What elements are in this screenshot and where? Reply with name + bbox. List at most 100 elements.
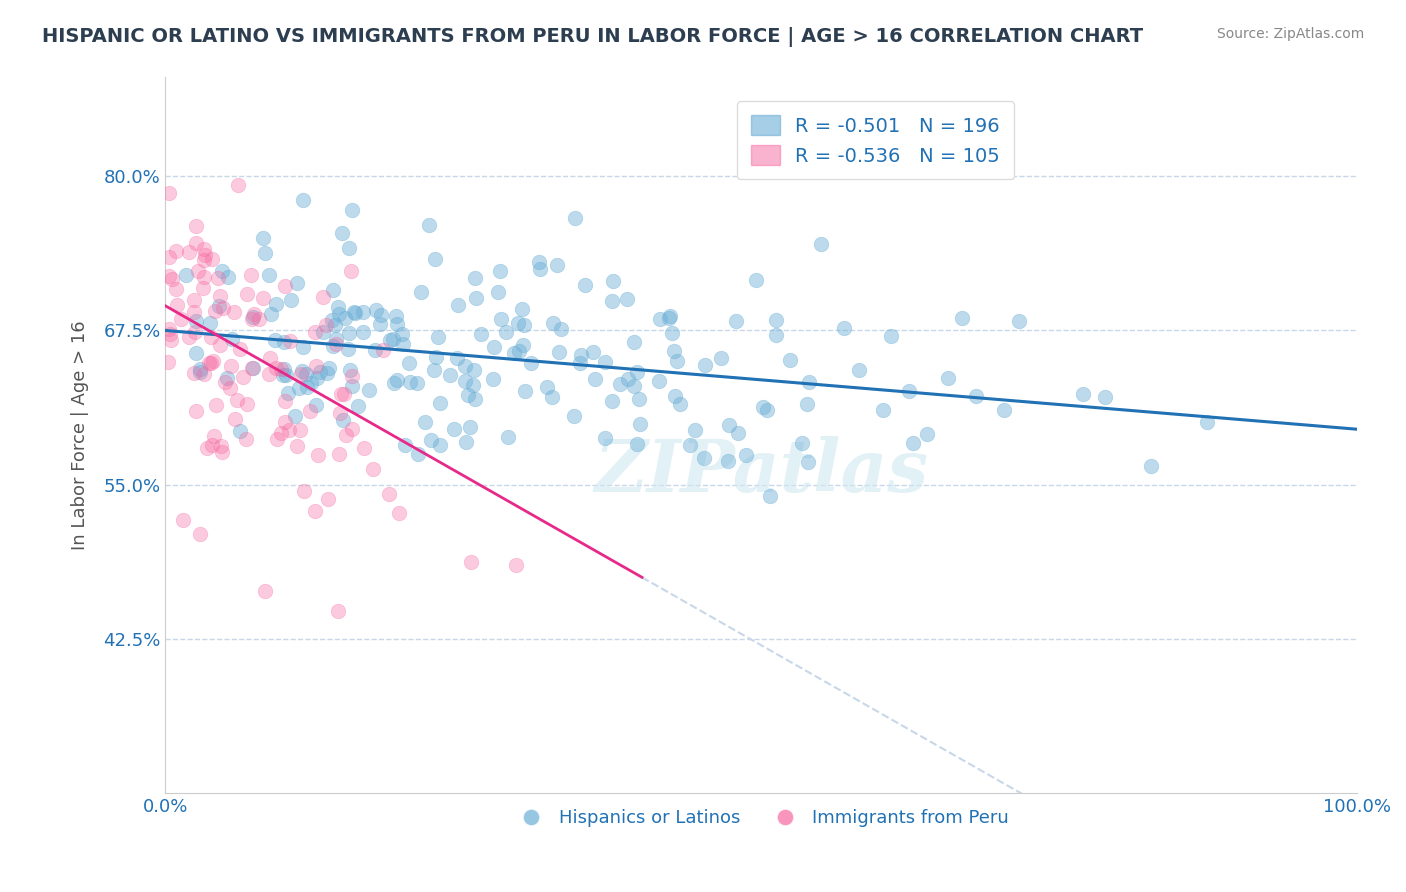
Immigrants from Peru — [204, 303, 226, 318]
Immigrants from Peru — [264, 361, 287, 376]
Hispanics or Latinos — [330, 227, 353, 241]
Hispanics or Latinos — [346, 400, 368, 414]
Hispanics or Latinos — [568, 356, 591, 370]
Immigrants from Peru — [278, 423, 301, 437]
Hispanics or Latinos — [257, 268, 280, 282]
Hispanics or Latinos — [429, 396, 451, 410]
Hispanics or Latinos — [569, 348, 592, 362]
Immigrants from Peru — [208, 289, 231, 303]
Hispanics or Latinos — [464, 270, 486, 285]
Immigrants from Peru — [200, 356, 222, 370]
Immigrants from Peru — [222, 305, 245, 319]
Hispanics or Latinos — [322, 339, 344, 353]
Hispanics or Latinos — [352, 305, 374, 319]
Immigrants from Peru — [156, 355, 179, 369]
Hispanics or Latinos — [295, 367, 318, 381]
Hispanics or Latinos — [529, 254, 551, 268]
Hispanics or Latinos — [186, 314, 208, 328]
Hispanics or Latinos — [446, 351, 468, 365]
Hispanics or Latinos — [626, 436, 648, 450]
Hispanics or Latinos — [208, 299, 231, 313]
Hispanics or Latinos — [661, 326, 683, 340]
Immigrants from Peru — [159, 333, 181, 347]
Immigrants from Peru — [201, 252, 224, 266]
Hispanics or Latinos — [429, 438, 451, 452]
Immigrants from Peru — [333, 386, 356, 401]
Hispanics or Latinos — [318, 361, 340, 376]
Text: Source: ZipAtlas.com: Source: ZipAtlas.com — [1216, 27, 1364, 41]
Immigrants from Peru — [207, 270, 229, 285]
Hispanics or Latinos — [765, 313, 787, 327]
Hispanics or Latinos — [385, 309, 408, 323]
Immigrants from Peru — [165, 244, 187, 258]
Immigrants from Peru — [183, 366, 205, 380]
Hispanics or Latinos — [463, 363, 485, 377]
Immigrants from Peru — [335, 427, 357, 442]
Hispanics or Latinos — [727, 426, 749, 441]
Text: ZIPatlas: ZIPatlas — [595, 435, 928, 507]
Hispanics or Latinos — [380, 333, 402, 347]
Immigrants from Peru — [257, 367, 280, 381]
Hispanics or Latinos — [229, 424, 252, 438]
Immigrants from Peru — [266, 433, 288, 447]
Hispanics or Latinos — [550, 322, 572, 336]
Hispanics or Latinos — [602, 275, 624, 289]
Hispanics or Latinos — [439, 368, 461, 382]
Immigrants from Peru — [340, 422, 363, 436]
Hispanics or Latinos — [464, 392, 486, 407]
Immigrants from Peru — [211, 444, 233, 458]
Y-axis label: In Labor Force | Age > 16: In Labor Force | Age > 16 — [72, 320, 89, 550]
Hispanics or Latinos — [758, 489, 780, 503]
Hispanics or Latinos — [405, 376, 427, 391]
Immigrants from Peru — [298, 404, 321, 418]
Immigrants from Peru — [235, 432, 257, 446]
Hispanics or Latinos — [903, 436, 925, 450]
Hispanics or Latinos — [443, 422, 465, 436]
Hispanics or Latinos — [1140, 459, 1163, 474]
Hispanics or Latinos — [288, 381, 311, 395]
Hispanics or Latinos — [693, 359, 716, 373]
Hispanics or Latinos — [344, 305, 367, 319]
Hispanics or Latinos — [454, 374, 477, 388]
Hispanics or Latinos — [398, 355, 420, 369]
Immigrants from Peru — [166, 298, 188, 312]
Hispanics or Latinos — [547, 345, 569, 359]
Hispanics or Latinos — [1071, 387, 1094, 401]
Immigrants from Peru — [202, 429, 225, 443]
Immigrants from Peru — [340, 263, 363, 277]
Hispanics or Latinos — [419, 433, 441, 447]
Immigrants from Peru — [209, 439, 232, 453]
Immigrants from Peru — [170, 312, 193, 326]
Immigrants from Peru — [193, 242, 215, 256]
Immigrants from Peru — [157, 268, 180, 283]
Hispanics or Latinos — [582, 344, 605, 359]
Immigrants from Peru — [219, 359, 242, 373]
Immigrants from Peru — [201, 438, 224, 452]
Hispanics or Latinos — [658, 311, 681, 326]
Hispanics or Latinos — [352, 325, 374, 339]
Hispanics or Latinos — [616, 292, 638, 306]
Hispanics or Latinos — [188, 365, 211, 379]
Hispanics or Latinos — [664, 344, 686, 359]
Hispanics or Latinos — [536, 380, 558, 394]
Immigrants from Peru — [304, 326, 326, 340]
Immigrants from Peru — [209, 338, 232, 352]
Immigrants from Peru — [177, 245, 200, 260]
Immigrants from Peru — [353, 441, 375, 455]
Hispanics or Latinos — [406, 447, 429, 461]
Hispanics or Latinos — [335, 311, 357, 326]
Hispanics or Latinos — [297, 379, 319, 393]
Hispanics or Latinos — [679, 438, 702, 452]
Immigrants from Peru — [325, 337, 347, 351]
Immigrants from Peru — [188, 527, 211, 541]
Hispanics or Latinos — [385, 317, 408, 331]
Hispanics or Latinos — [280, 293, 302, 307]
Hispanics or Latinos — [600, 394, 623, 409]
Hispanics or Latinos — [423, 363, 446, 377]
Hispanics or Latinos — [368, 318, 391, 332]
Hispanics or Latinos — [724, 313, 747, 327]
Hispanics or Latinos — [465, 291, 488, 305]
Immigrants from Peru — [315, 318, 337, 333]
Hispanics or Latinos — [447, 298, 470, 312]
Hispanics or Latinos — [489, 312, 512, 326]
